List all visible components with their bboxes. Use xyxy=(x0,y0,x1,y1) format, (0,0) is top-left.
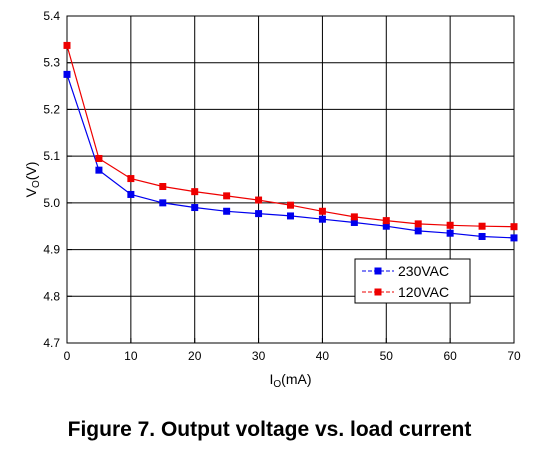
data-point-120vac xyxy=(414,220,422,228)
data-point-230vac xyxy=(255,210,263,218)
plot-frame xyxy=(66,15,515,344)
x-tick-label: 50 xyxy=(380,349,394,363)
data-series xyxy=(63,41,518,242)
data-point-230vac xyxy=(478,232,486,240)
x-tick-label: 30 xyxy=(252,349,266,363)
data-point-120vac xyxy=(127,175,135,183)
data-point-230vac xyxy=(191,204,199,212)
data-point-230vac xyxy=(414,227,422,235)
axis-ticks: 0 10 20 30 40 50 60 70 4.7 4.8 4.9 5.0 5.1 5.2 5.3 5.4 xyxy=(43,9,521,363)
data-point-120vac xyxy=(255,196,263,204)
data-point-230vac xyxy=(159,199,167,207)
y-tick-label: 5.3 xyxy=(43,56,60,70)
data-point-230vac xyxy=(287,212,294,220)
y-tick-label: 5.0 xyxy=(43,196,60,210)
legend-label-120vac: 120VAC xyxy=(398,284,449,300)
x-tick-label: 20 xyxy=(188,349,202,363)
y-tick-label: 5.2 xyxy=(43,102,60,116)
data-point-120vac xyxy=(63,41,71,49)
y-axis-label: VO(V) xyxy=(23,162,42,198)
data-point-120vac xyxy=(159,183,167,191)
y-tick-label: 4.7 xyxy=(43,336,60,350)
x-tick-label: 40 xyxy=(316,349,330,363)
data-point-230vac xyxy=(95,166,103,174)
y-tick-label: 5.4 xyxy=(43,9,60,23)
legend: 230VAC 120VAC xyxy=(354,258,471,304)
data-point-230vac xyxy=(510,234,518,242)
x-tick-label: 0 xyxy=(64,349,71,363)
data-point-230vac xyxy=(318,215,326,223)
data-point-230vac xyxy=(446,229,454,237)
figure-caption: Figure 7. Output voltage vs. load curren… xyxy=(67,418,472,441)
x-tick-label: 70 xyxy=(507,349,521,363)
legend-marker-120vac xyxy=(374,288,382,296)
legend-label-230vac: 230VAC xyxy=(398,263,449,279)
x-tick-label: 10 xyxy=(124,349,138,363)
data-point-230vac xyxy=(127,190,135,198)
data-point-120vac xyxy=(223,192,231,200)
y-tick-label: 4.9 xyxy=(43,243,60,257)
data-point-120vac xyxy=(478,222,486,230)
data-point-120vac xyxy=(191,188,199,196)
line-chart: 0 10 20 30 40 50 60 704.74.84.95.05.15.25.35.4 … xyxy=(23,9,521,390)
legend-box xyxy=(354,258,471,304)
data-point-120vac xyxy=(318,207,326,215)
series-line-120vac xyxy=(66,45,515,228)
x-axis-label: IO(mA) xyxy=(270,371,312,390)
data-point-230vac xyxy=(63,70,71,78)
y-tick-label: 4.8 xyxy=(43,289,60,303)
data-point-230vac xyxy=(223,207,231,215)
data-point-120vac xyxy=(95,154,103,162)
data-point-120vac xyxy=(382,217,390,225)
data-point-120vac xyxy=(350,213,358,221)
data-point-120vac xyxy=(287,201,294,209)
data-point-120vac xyxy=(446,221,454,229)
y-tick-label: 5.1 xyxy=(43,149,60,163)
data-point-230vac xyxy=(382,222,390,230)
x-tick-label: 60 xyxy=(443,349,457,363)
data-point-120vac xyxy=(510,223,518,231)
data-point-230vac xyxy=(350,218,358,226)
legend-marker-230vac xyxy=(374,267,382,275)
